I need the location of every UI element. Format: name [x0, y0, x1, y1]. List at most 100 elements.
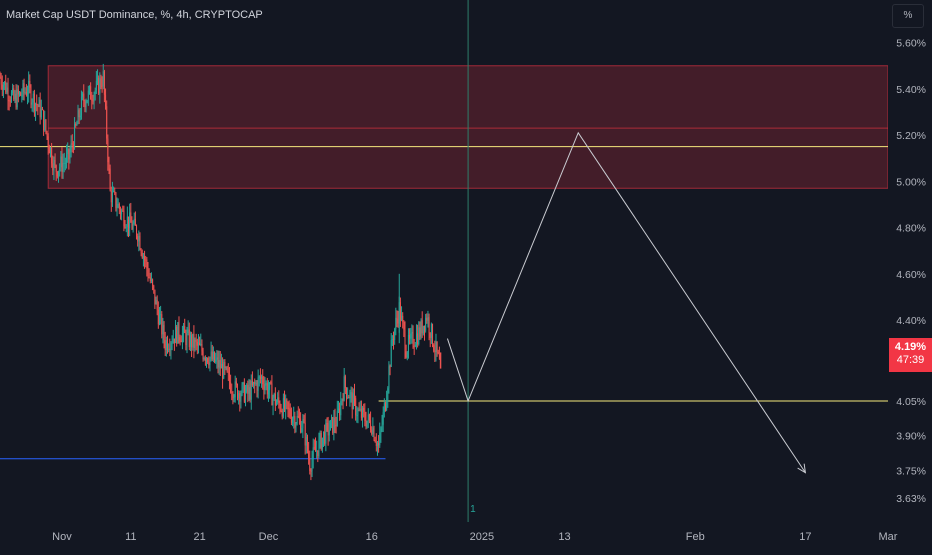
- x-tick-label: Nov: [52, 531, 72, 543]
- candle: [425, 313, 427, 333]
- candle: [328, 420, 330, 442]
- candle-body: [226, 367, 228, 372]
- candle: [373, 425, 375, 442]
- candle: [164, 331, 166, 356]
- candle-body: [310, 470, 312, 472]
- candle-body: [158, 314, 160, 325]
- candle-body: [97, 77, 99, 81]
- candle-body: [401, 315, 403, 321]
- candle-body: [113, 191, 115, 193]
- candle-body: [208, 362, 210, 366]
- candle: [251, 371, 253, 387]
- candle-body: [194, 339, 196, 348]
- candle-body: [239, 393, 241, 402]
- candle-body: [329, 420, 331, 431]
- candle: [83, 84, 85, 108]
- candle-body: [217, 357, 219, 368]
- candle: [189, 331, 191, 352]
- candle: [219, 350, 221, 376]
- percent-scale-button[interactable]: %: [892, 4, 924, 28]
- candle: [77, 104, 79, 125]
- candle: [407, 328, 409, 359]
- candle: [194, 337, 196, 352]
- candle: [30, 84, 32, 109]
- candle-body: [92, 100, 94, 102]
- candle: [22, 79, 24, 101]
- candle-body: [175, 326, 177, 344]
- candle-body: [273, 393, 275, 398]
- candle-body: [53, 159, 55, 171]
- candle: [9, 96, 11, 107]
- candle-body: [45, 119, 47, 132]
- candle-body: [183, 326, 185, 334]
- candle-body: [212, 351, 214, 360]
- candle-body: [405, 351, 407, 358]
- candle-body: [347, 397, 349, 399]
- candle-body: [253, 381, 255, 385]
- candle-body: [49, 147, 51, 154]
- candle-body: [37, 105, 39, 107]
- candle-body: [16, 89, 18, 108]
- candle-body: [409, 334, 411, 339]
- candle: [163, 321, 165, 349]
- candle: [192, 333, 194, 351]
- candle: [41, 106, 43, 111]
- candle-body: [251, 381, 253, 385]
- candle-body: [125, 227, 127, 229]
- candle: [138, 230, 140, 252]
- candle-body: [149, 277, 151, 282]
- candle: [427, 310, 429, 328]
- candle-body: [70, 143, 72, 153]
- candle-body: [147, 268, 149, 278]
- candle-body: [52, 163, 54, 171]
- candle-body: [99, 78, 101, 94]
- candle: [267, 380, 269, 402]
- candle: [265, 380, 267, 391]
- candle-body: [10, 92, 12, 102]
- last-price-badge: 4.19% 47:39: [889, 338, 932, 372]
- candle-body: [59, 167, 61, 171]
- candle: [56, 171, 58, 179]
- candle-body: [138, 235, 140, 242]
- candle-body: [298, 417, 300, 419]
- candle-body: [327, 423, 329, 436]
- candle: [67, 142, 69, 163]
- candle-body: [326, 422, 328, 424]
- candle: [127, 216, 129, 238]
- candle-body: [8, 100, 10, 102]
- candle-body: [7, 87, 9, 101]
- candle: [79, 107, 81, 121]
- candle: [341, 398, 343, 406]
- candle: [179, 334, 181, 346]
- candle-body: [64, 162, 66, 164]
- candle-body: [335, 425, 337, 427]
- candle: [161, 311, 163, 339]
- candle-body: [106, 106, 108, 139]
- candle-body: [168, 348, 170, 350]
- candle-body: [48, 146, 50, 154]
- candle-body: [202, 351, 204, 360]
- candle: [279, 400, 281, 415]
- candle: [224, 359, 226, 375]
- candle-body: [427, 317, 429, 321]
- candle-body: [255, 383, 257, 385]
- candle: [306, 434, 308, 454]
- candle-body: [46, 131, 48, 137]
- candle: [172, 329, 174, 344]
- candle-body: [264, 385, 266, 391]
- candle-body: [249, 387, 251, 400]
- candle-body: [121, 210, 123, 215]
- candle: [93, 91, 95, 110]
- candle-body: [376, 443, 378, 447]
- candle: [356, 405, 358, 423]
- candle: [90, 82, 92, 100]
- candle: [316, 440, 318, 459]
- candle-body: [294, 416, 296, 428]
- candle-body: [281, 410, 283, 417]
- candle-body: [15, 93, 17, 108]
- candle: [435, 333, 437, 362]
- candle-body: [438, 353, 440, 359]
- candle: [209, 356, 211, 372]
